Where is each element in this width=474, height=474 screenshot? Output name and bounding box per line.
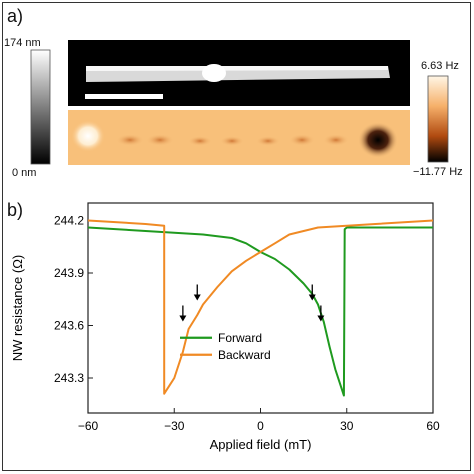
afm-colorbar-max-label: 174 nm [4, 37, 41, 49]
afm-colorbar [30, 49, 51, 165]
y-tick-label: 244.2 [54, 214, 84, 228]
panel-a-label: a) [7, 6, 24, 26]
legend: Forward Backward [180, 331, 271, 362]
x-tick-label: −60 [78, 419, 99, 433]
y-tick-label: 243.6 [54, 319, 84, 333]
legend-label-backward: Backward [218, 348, 271, 362]
panel-b-label: b) [7, 200, 24, 220]
mfm-colorbar-max-label: 6.63 Hz [421, 60, 459, 72]
y-axis-label: NW resistance (Ω) [10, 255, 25, 362]
annotation-arrow [193, 284, 201, 301]
figure-frame [2, 2, 471, 471]
x-tick-label: −30 [164, 419, 185, 433]
series-line-backward [87, 219, 434, 395]
mfm-colorbar [427, 75, 449, 163]
x-tick-label: 60 [426, 419, 440, 433]
y-tick-label: 243.9 [54, 266, 84, 280]
x-tick-label: 0 [257, 419, 264, 433]
series-line-forward [87, 226, 433, 397]
annotation-arrow [317, 305, 325, 322]
afm-image [68, 40, 410, 106]
x-tick-label: 30 [340, 419, 354, 433]
scale-bar [85, 94, 163, 99]
annotation-arrow [179, 305, 187, 322]
mfm-image [68, 110, 410, 165]
x-axis-label: Applied field (mT) [210, 437, 312, 452]
afm-colorbar-min-label: 0 nm [12, 167, 37, 179]
y-tick-label: 243.3 [54, 371, 84, 385]
plot-area [87, 202, 434, 414]
legend-label-forward: Forward [218, 331, 262, 345]
mfm-colorbar-min-label: −11.77 Hz [413, 166, 463, 178]
annotation-arrow [308, 284, 316, 301]
